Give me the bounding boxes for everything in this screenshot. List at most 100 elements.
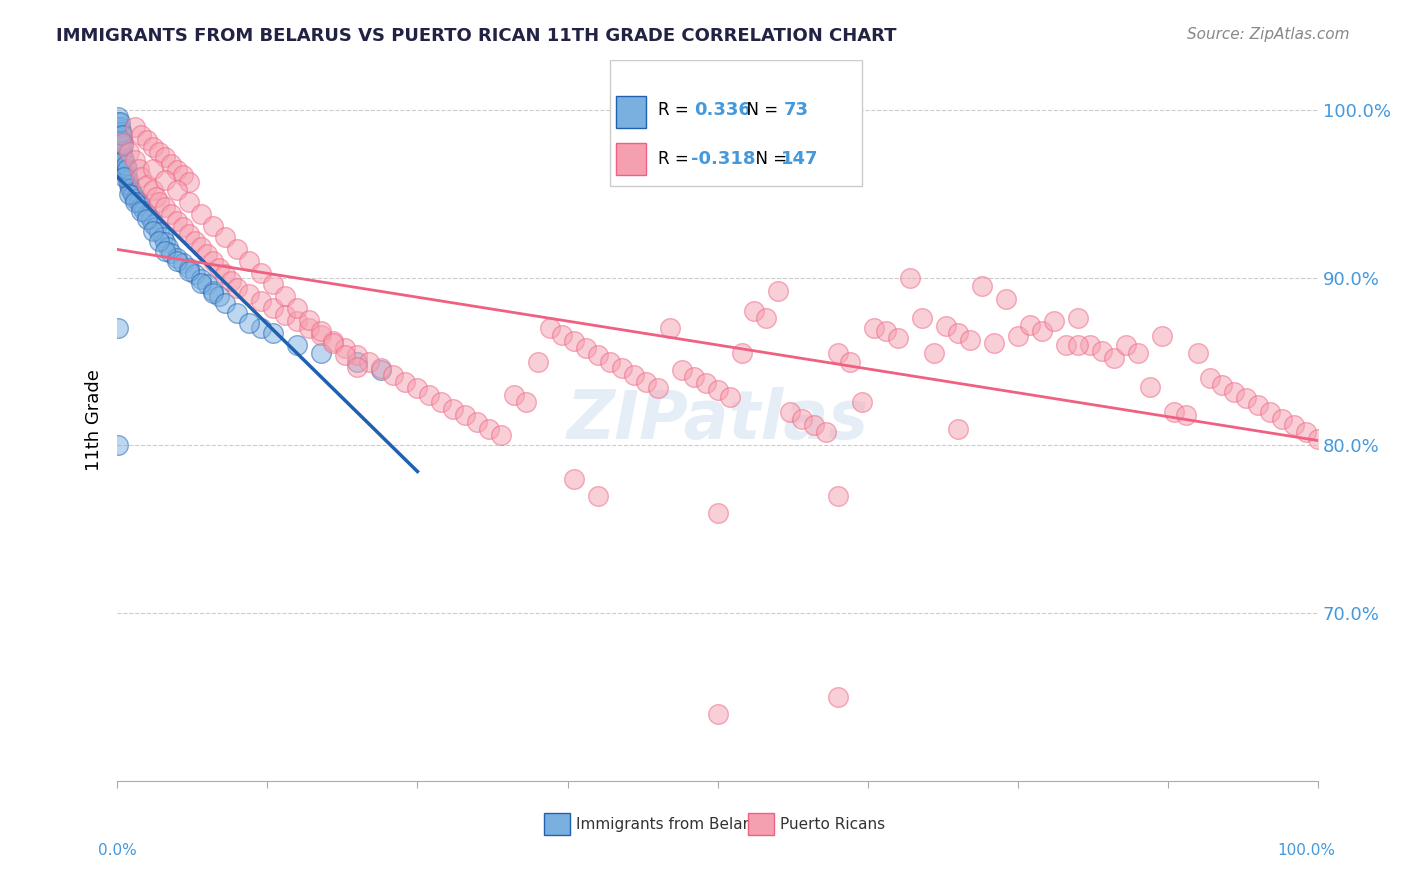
Point (779, 405, 801, 419)
Point (117, 173, 139, 187)
Point (145, 220, 167, 235)
Point (195, 277, 218, 292)
Point (574, 341, 596, 355)
Point (1223, 384, 1246, 399)
Point (946, 422, 969, 436)
Point (179, 264, 201, 278)
Point (238, 316, 260, 330)
Point (111, 128, 134, 142)
Point (172, 220, 194, 235)
Point (1091, 344, 1114, 359)
Point (110, 145, 132, 159)
Point (346, 348, 368, 362)
Point (160, 245, 183, 260)
Point (647, 381, 669, 395)
Point (179, 175, 201, 189)
Point (1258, 405, 1281, 419)
Point (115, 161, 138, 176)
Point (124, 153, 146, 168)
Point (478, 422, 501, 436)
Text: 73: 73 (783, 101, 808, 120)
Point (155, 244, 177, 258)
Point (108, 136, 131, 151)
Point (742, 304, 765, 318)
Point (370, 361, 392, 376)
Point (184, 268, 207, 282)
Point (1295, 425, 1317, 439)
Point (111, 145, 134, 159)
Point (1308, 432, 1330, 446)
Point (1031, 324, 1053, 338)
Point (121, 188, 143, 202)
Point (370, 363, 392, 377)
Point (190, 276, 212, 290)
Point (202, 284, 225, 298)
Point (262, 301, 284, 315)
Point (454, 408, 477, 422)
Point (1282, 418, 1305, 433)
Point (142, 161, 165, 176)
Point (1187, 346, 1209, 360)
Point (214, 268, 236, 282)
Point (139, 211, 162, 226)
Point (129, 198, 152, 212)
Point (107, 438, 129, 452)
Point (346, 359, 368, 374)
Point (195, 247, 218, 261)
Point (1139, 380, 1161, 394)
Point (129, 169, 152, 184)
Point (120, 182, 142, 196)
Point (827, 690, 849, 704)
Point (107, 114, 129, 128)
Point (190, 272, 212, 286)
Point (430, 394, 453, 409)
Point (214, 230, 236, 244)
Point (129, 203, 152, 218)
Point (112, 153, 135, 168)
Point (851, 394, 873, 409)
Point (142, 224, 165, 238)
Text: N =: N = (735, 101, 789, 120)
Point (959, 333, 981, 347)
Point (238, 287, 260, 301)
Point (298, 312, 321, 326)
Point (1234, 392, 1257, 406)
Point (112, 136, 135, 151)
Point (922, 346, 945, 360)
Point (359, 354, 381, 368)
Point (658, 321, 681, 335)
Point (1163, 405, 1185, 419)
Text: Puerto Ricans: Puerto Ricans (780, 817, 886, 831)
Point (1007, 329, 1029, 343)
Point (148, 226, 170, 240)
Point (190, 207, 212, 221)
Point (1067, 338, 1090, 352)
FancyBboxPatch shape (610, 60, 862, 186)
Point (322, 336, 344, 351)
Point (706, 706, 728, 721)
Point (285, 301, 308, 315)
Point (115, 169, 138, 184)
Point (335, 348, 357, 362)
Point (322, 334, 344, 349)
FancyBboxPatch shape (544, 814, 569, 835)
Point (155, 200, 177, 214)
Point (443, 401, 465, 416)
Point (634, 375, 657, 389)
Point (586, 348, 609, 362)
FancyBboxPatch shape (616, 143, 645, 175)
Point (111, 133, 134, 147)
Point (112, 150, 135, 164)
Point (111, 153, 134, 168)
Point (335, 341, 357, 355)
Point (148, 145, 170, 159)
Point (418, 388, 440, 402)
Point (155, 235, 177, 250)
Point (838, 354, 860, 368)
Point (166, 183, 188, 197)
Point (148, 195, 170, 210)
Point (731, 346, 754, 360)
Point (129, 128, 152, 142)
Point (118, 178, 141, 193)
Point (610, 361, 633, 376)
